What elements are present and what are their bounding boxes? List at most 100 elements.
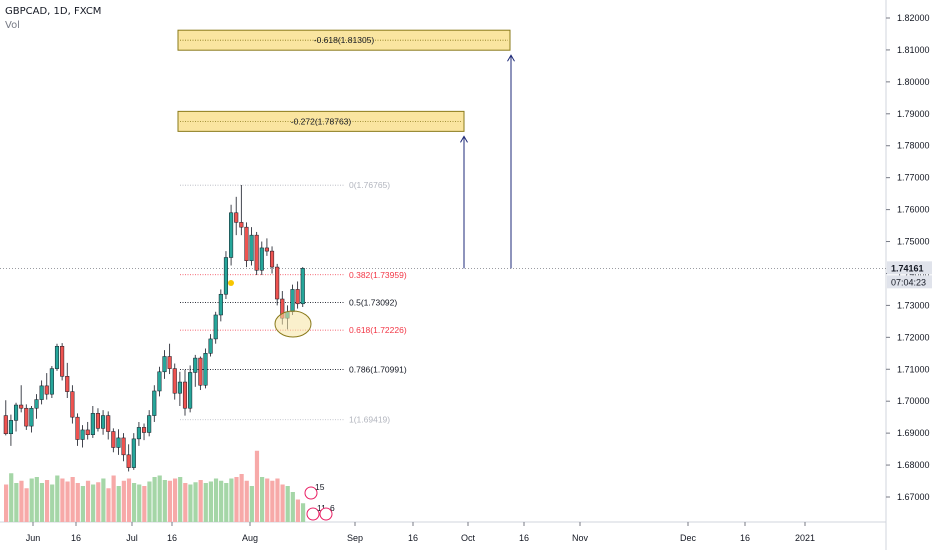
candle-body [49, 368, 54, 395]
y-tick-label: 1.80000 [897, 77, 930, 87]
support-zone-ellipse [274, 310, 312, 338]
candle-body [152, 390, 157, 416]
bar-countdown: 07:04:23 [891, 277, 926, 287]
volume-bar [106, 488, 111, 522]
volume-bar [172, 478, 178, 522]
candle-body [295, 289, 300, 305]
volume-bar [290, 492, 295, 522]
volume-bar [213, 478, 219, 522]
volume-bar [85, 480, 91, 522]
candle-body [290, 289, 295, 313]
candle-body [70, 391, 75, 418]
candle-body [269, 250, 275, 268]
volume-bar [111, 475, 116, 522]
volume-bar [254, 450, 260, 522]
y-tick-label: 1.67000 [897, 492, 930, 502]
candle-body [85, 429, 90, 435]
y-tick-label: 1.75000 [897, 237, 930, 247]
candle-body [121, 437, 126, 456]
event-badge-circle [306, 507, 320, 521]
event-badge-count: 11 [317, 503, 326, 513]
candle-body [131, 438, 136, 468]
target-arrow-head [460, 135, 468, 143]
candle-body [239, 222, 244, 228]
candle-body [75, 416, 80, 440]
x-tick-label: Dec [680, 533, 697, 543]
x-tick-label: 16 [167, 533, 177, 543]
volume-bar [152, 477, 157, 522]
candle-body [29, 407, 34, 427]
fib-level-label: 0.618(1.72226) [349, 325, 407, 335]
volume-bar [121, 480, 126, 522]
candle-body [254, 234, 259, 271]
x-tick-label: Aug [242, 533, 258, 543]
candle-body [203, 353, 208, 386]
volume-bar [157, 475, 162, 522]
candle-body [223, 257, 229, 295]
volume-bar [280, 484, 285, 522]
volume-bar [24, 488, 29, 522]
x-tick-label: 16 [71, 533, 81, 543]
y-tick-label: 1.73000 [897, 300, 930, 310]
candle-body [244, 226, 249, 261]
candle-body [213, 314, 218, 340]
volume-bar [198, 480, 203, 522]
volume-bar [39, 483, 45, 522]
candle-body [3, 415, 8, 435]
candle-body [157, 371, 162, 392]
volume-bar [34, 477, 39, 522]
volume-bar [116, 486, 121, 522]
volume-bar [239, 474, 244, 522]
candle-body [136, 427, 141, 440]
fib-level-label: 0(1.76765) [349, 180, 390, 190]
candle-body [34, 399, 39, 409]
fib-highlight-box [177, 29, 511, 51]
candle-body [65, 376, 70, 392]
y-tick-label: 1.79000 [897, 109, 930, 119]
candle-body [13, 404, 19, 421]
candle-body [111, 431, 116, 448]
fib-level-label: -0.272(1.78763) [291, 116, 352, 126]
current-price-value: 1.74161 [891, 263, 924, 273]
candle-body [208, 338, 213, 354]
y-tick-label: 1.70000 [897, 396, 930, 406]
fib-level-label: 0.786(1.70991) [349, 365, 407, 375]
volume-bar [275, 478, 280, 522]
volume-bar [4, 484, 9, 522]
y-tick-label: 1.76000 [897, 205, 930, 215]
volume-bar [132, 483, 137, 522]
volume-bar [244, 480, 249, 522]
volume-bar [285, 486, 290, 522]
candle-body [167, 356, 172, 369]
candle-body [44, 385, 49, 395]
volume-bar [101, 478, 106, 522]
target-arrow-head [507, 54, 515, 62]
candle-body [193, 357, 198, 373]
y-tick-label: 1.82000 [897, 13, 930, 23]
candle-body [218, 293, 223, 316]
fib-level-label: 1(1.69419) [349, 415, 390, 425]
volume-bar [270, 480, 275, 522]
volume-bar [50, 484, 55, 522]
candle-body [39, 385, 44, 400]
candle-body [8, 420, 13, 435]
volume-bar [208, 481, 213, 522]
volume-bar [147, 481, 152, 522]
volume-bar [137, 484, 142, 522]
x-tick-label: 16 [519, 533, 529, 543]
volume-bar [224, 483, 229, 522]
volume-bar [219, 480, 224, 522]
volume-bar [60, 478, 65, 522]
candle-body [80, 429, 85, 440]
candle-body [234, 212, 239, 223]
volume-bar [14, 483, 19, 522]
candle-body [300, 268, 305, 305]
candle-body [249, 234, 254, 261]
candle-body [126, 454, 131, 468]
volume-bar [142, 486, 147, 522]
volume-bar [265, 478, 270, 522]
volume-bar [55, 475, 60, 522]
countdown-tag [887, 275, 932, 289]
